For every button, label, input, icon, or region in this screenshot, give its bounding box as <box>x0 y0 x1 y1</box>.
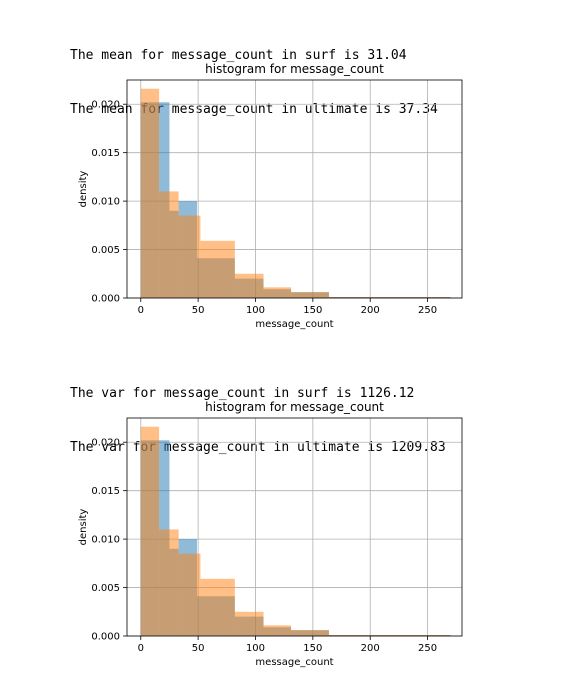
histogram-bar-s1-b4 <box>235 274 264 298</box>
x-tick-label: 100 <box>246 305 265 316</box>
y-tick-label: 0.005 <box>91 583 120 594</box>
chart-title: histogram for message_count <box>205 400 384 414</box>
histogram-chart-1: 0 50 100 150 200 250 0.000 0.005 0.010 0.015 0.020… <box>0 58 582 338</box>
x-tick-label: 50 <box>192 643 205 654</box>
y-tick-label: 0.005 <box>91 245 120 256</box>
x-tick-label: 250 <box>418 643 437 654</box>
chart-title: histogram for message_count <box>205 62 384 76</box>
x-tick-label: 0 <box>138 643 144 654</box>
x-axis-label: message_count <box>255 319 333 330</box>
histogram-bar-s1-b5 <box>264 625 292 636</box>
histogram-bar-s1-b2 <box>179 554 201 636</box>
y-axis-label: density <box>78 509 89 546</box>
histogram-bar-s1-b0 <box>141 427 159 636</box>
x-tick-label: 0 <box>138 305 144 316</box>
histogram-svg-2: 0 50 100 150 200 250 0.000 0.005 0.010 0.015 0.020… <box>0 396 582 676</box>
x-tick-label: 150 <box>303 643 322 654</box>
histogram-bar-s1-b6 <box>291 292 329 298</box>
histogram-bar-s1-b3 <box>200 579 234 636</box>
y-tick-label: 0.000 <box>91 632 120 643</box>
histogram-svg-1: 0 50 100 150 200 250 0.000 0.005 0.010 0.015 0.020… <box>0 58 582 338</box>
x-tick-label: 100 <box>246 643 265 654</box>
histogram-chart-2: 0 50 100 150 200 250 0.000 0.005 0.010 0.015 0.020… <box>0 396 582 676</box>
histogram-bar-s1-b1 <box>159 529 179 636</box>
y-tick-label: 0.015 <box>91 486 120 497</box>
histogram-bar-s1-b1 <box>159 191 179 298</box>
histogram-bar-s1-b5 <box>264 287 292 298</box>
histogram-bar-s1-b3 <box>200 241 234 298</box>
y-tick-label: 0.020 <box>91 438 120 449</box>
histogram-bar-s1-b6 <box>291 630 329 636</box>
x-tick-label: 150 <box>303 305 322 316</box>
histogram-bar-s1-b4 <box>235 612 264 636</box>
y-axis-label: density <box>78 171 89 208</box>
histogram-bar-s1-b0 <box>141 89 159 298</box>
x-tick-label: 200 <box>361 305 380 316</box>
histogram-bar-s1-b2 <box>179 216 201 298</box>
x-tick-label: 250 <box>418 305 437 316</box>
x-tick-label: 200 <box>361 643 380 654</box>
x-axis-label: message_count <box>255 657 333 668</box>
y-tick-label: 0.015 <box>91 148 120 159</box>
y-tick-label: 0.010 <box>91 197 120 208</box>
y-tick-label: 0.020 <box>91 100 120 111</box>
y-tick-label: 0.010 <box>91 535 120 546</box>
y-tick-label: 0.000 <box>91 294 120 305</box>
x-tick-label: 50 <box>192 305 205 316</box>
